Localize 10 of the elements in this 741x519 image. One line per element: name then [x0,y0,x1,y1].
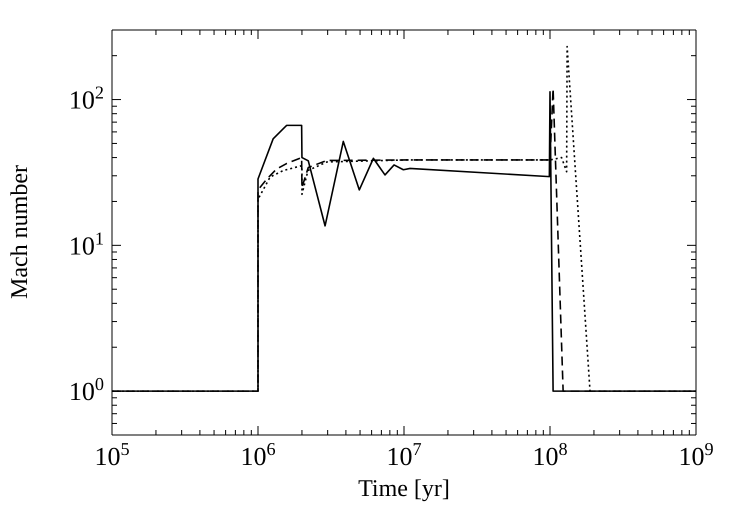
y-tick-label: 10$^{2}$ [68,82,104,115]
y-tick-label: 10$^{0}$ [68,374,104,406]
x-tick-label: 10$^{9}$ [678,439,714,471]
y-axis-title: Mach number [6,164,34,301]
y-tick-label: 10$^{1}$ [68,228,104,260]
x-tick-label: 10$^{6}$ [240,439,276,471]
x-tick-label: 10$^{7}$ [386,439,422,471]
x-tick-label: 10$^{8}$ [532,439,568,471]
x-tick-label: 10$^{5}$ [94,439,130,471]
x-axis-title: Time [yr] [357,476,451,503]
